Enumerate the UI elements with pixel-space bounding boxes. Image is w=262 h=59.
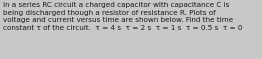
Text: In a series RC circuit a charged capacitor with capacitance C is
being discharge: In a series RC circuit a charged capacit… [3,2,243,31]
